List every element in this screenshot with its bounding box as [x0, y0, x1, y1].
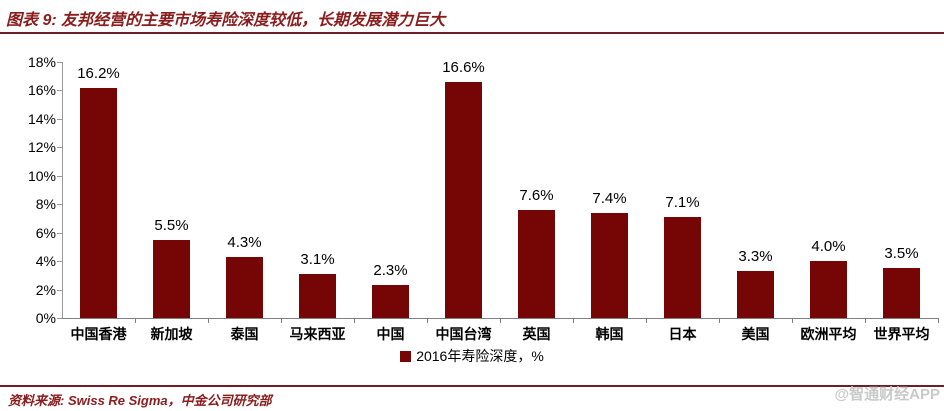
bar-value-label: 3.5% [884, 245, 919, 263]
x-axis-category-label: 泰国 [230, 326, 259, 342]
chart-legend: 2016年寿险深度，% [0, 346, 944, 366]
bar [737, 271, 774, 318]
x-axis-tick [719, 318, 720, 323]
y-axis-tick-label: 0% [35, 310, 56, 326]
y-axis-tick [57, 318, 62, 319]
y-axis-tick [57, 175, 62, 177]
x-axis-tick [208, 318, 209, 323]
y-axis-tick-label: 6% [35, 224, 56, 241]
legend-label: 2016年寿险深度，% [416, 348, 544, 364]
x-axis-tick [938, 318, 939, 323]
x-axis-category-label: 中国台湾 [435, 326, 492, 342]
x-axis-category-label: 世界平均 [873, 326, 930, 342]
bar-value-label: 2.3% [373, 262, 408, 280]
x-axis-tick [135, 318, 136, 323]
x-axis-tick [865, 318, 866, 323]
bar [80, 87, 117, 318]
x-axis-tick [281, 318, 282, 323]
x-axis-category-label: 中国 [376, 326, 405, 342]
legend-swatch-icon [400, 350, 412, 362]
x-axis-tick [792, 318, 793, 323]
y-axis-tick [57, 261, 62, 263]
x-axis-category-label: 日本 [668, 326, 697, 342]
y-axis-tick [57, 90, 62, 92]
y-axis-tick-label: 4% [35, 253, 56, 270]
bar-value-label: 7.6% [519, 186, 554, 204]
bar [810, 261, 847, 318]
bar [153, 239, 190, 318]
x-axis-tick [354, 318, 355, 323]
y-axis-tick [57, 289, 62, 291]
x-axis-category-label: 新加坡 [150, 326, 193, 342]
data-source: 资料来源: Swiss Re Sigma，中金公司研究部 [8, 393, 272, 408]
bar [591, 212, 628, 318]
y-axis-tick [57, 232, 62, 234]
bar-value-label: 4.3% [227, 233, 262, 251]
y-axis-tick [57, 118, 62, 120]
y-axis-tick-label: 10% [27, 167, 56, 184]
bar [445, 81, 482, 318]
bar-value-label: 5.5% [154, 216, 189, 234]
bar [226, 256, 263, 318]
x-axis-category-label: 英国 [522, 326, 551, 342]
y-axis-tick [57, 204, 62, 206]
x-axis-tick [500, 318, 501, 323]
bar-value-label: 7.4% [592, 189, 627, 207]
x-axis-tick [573, 318, 574, 323]
x-axis-category-label: 美国 [741, 326, 770, 342]
x-axis-category-label: 韩国 [595, 326, 624, 342]
y-axis-tick-label: 12% [27, 139, 56, 156]
figure-title: 图表 9: 友邦经营的主要市场寿险深度较低，长期发展潜力巨大 [6, 12, 446, 29]
y-axis-tick-label: 14% [27, 110, 56, 127]
y-axis-tick-label: 16% [27, 82, 56, 99]
x-axis-category-label: 中国香港 [70, 326, 127, 342]
bar [518, 209, 555, 318]
y-axis-tick [57, 147, 62, 149]
bar-value-label: 3.3% [738, 248, 773, 266]
watermark: @智通财经APP [834, 386, 940, 403]
bar-value-label: 4.0% [811, 238, 846, 256]
bar [299, 273, 336, 318]
x-axis-tick [427, 318, 428, 323]
x-axis-category-label: 马来西亚 [289, 326, 346, 342]
x-axis-tick [646, 318, 647, 323]
title-divider [0, 32, 944, 34]
footer-divider [0, 385, 944, 387]
y-axis-tick [57, 62, 62, 63]
bar [372, 285, 409, 318]
y-axis-tick-label: 2% [35, 281, 56, 298]
y-axis-line [62, 62, 63, 318]
x-axis-category-label: 欧洲平均 [800, 326, 857, 342]
bar-value-label: 16.2% [77, 64, 120, 82]
bar-value-label: 16.6% [442, 58, 485, 76]
bar-value-label: 3.1% [300, 250, 335, 268]
bar [664, 217, 701, 318]
bar-value-label: 7.1% [665, 194, 700, 212]
bar [883, 268, 920, 318]
y-axis-tick-label: 18% [27, 54, 56, 70]
y-axis-tick-label: 8% [35, 196, 56, 213]
